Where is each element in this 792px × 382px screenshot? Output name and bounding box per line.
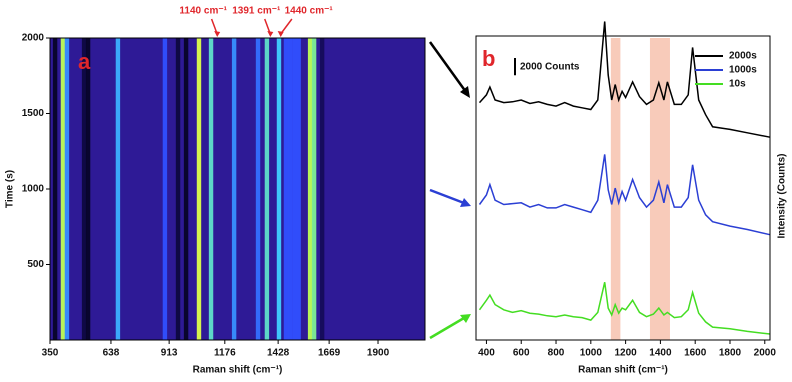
- annotation: 1391 cm⁻¹: [232, 6, 281, 17]
- connector-arrow: [429, 188, 465, 205]
- panel-label: b: [482, 46, 495, 71]
- x-tick-label: 800: [548, 348, 565, 359]
- legend-label: 10s: [729, 79, 746, 90]
- panel-label: a: [78, 49, 91, 74]
- x-axis-label: Raman shift (cm⁻¹): [193, 365, 283, 376]
- x-tick-label: 1900: [367, 348, 390, 359]
- y-tick-label: 1000: [22, 184, 45, 195]
- heatmap-stripe: [264, 38, 270, 340]
- arrow-head: [267, 31, 274, 37]
- heatmap-stripe: [81, 38, 87, 340]
- x-tick-label: 350: [42, 348, 59, 359]
- heatmap-stripe: [196, 38, 202, 340]
- x-tick-label: 1800: [719, 348, 742, 359]
- spectrum-line: [478, 282, 771, 335]
- heatmap-stripe: [52, 38, 58, 340]
- spectrum-line: [478, 154, 771, 236]
- heatmap-stripe: [183, 38, 189, 340]
- plot-frame: [475, 35, 771, 341]
- y-axis-label: Intensity (Counts): [777, 154, 788, 239]
- heatmap-stripe: [231, 38, 237, 340]
- x-axis-label: Raman shift (cm⁻¹): [578, 365, 668, 376]
- x-tick-label: 1000: [580, 348, 603, 359]
- connector-arrows: [428, 41, 471, 340]
- annotation-arrow: [280, 18, 293, 35]
- x-tick-label: 913: [161, 348, 178, 359]
- annotation: 1440 cm⁻¹: [285, 6, 334, 17]
- x-tick-label: 1669: [318, 348, 341, 359]
- arrow-head: [460, 86, 470, 98]
- x-tick-label: 1400: [649, 348, 672, 359]
- heatmap-stripe: [85, 38, 91, 340]
- y-axis-label: Time (s): [5, 170, 16, 208]
- x-tick-label: 1200: [614, 348, 637, 359]
- y-tick-label: 2000: [22, 33, 45, 44]
- arrow-head: [460, 198, 471, 207]
- scale-bar-label: 2000 Counts: [520, 61, 580, 72]
- x-tick-label: 600: [513, 348, 530, 359]
- legend-label: 1000s: [729, 65, 757, 76]
- heatmap-stripe: [115, 38, 121, 340]
- heatmap-stripe: [255, 38, 261, 340]
- arrow-head: [460, 314, 471, 323]
- heatmap-stripe: [175, 38, 181, 340]
- heatmap-stripe: [162, 38, 168, 340]
- heatmap-stripe: [287, 38, 293, 340]
- x-tick-label: 400: [478, 348, 495, 359]
- heatmap-stripe: [208, 38, 214, 340]
- x-tick-label: 1428: [267, 348, 290, 359]
- x-tick-label: 2000: [754, 348, 777, 359]
- heatmap-stripe: [276, 38, 282, 340]
- x-tick-label: 1600: [684, 348, 707, 359]
- connector-arrow: [429, 316, 465, 340]
- heatmap-stripe: [307, 38, 313, 340]
- x-tick-label: 1176: [214, 348, 236, 359]
- y-tick-label: 1500: [22, 108, 45, 119]
- heatmap-stripe: [60, 38, 66, 340]
- spectrum-line: [478, 21, 771, 138]
- heatmap-stripe: [296, 38, 301, 340]
- x-tick-label: 638: [103, 348, 120, 359]
- heatmap-stripe: [283, 38, 289, 340]
- heatmap-stripe: [311, 38, 317, 340]
- arrow-head: [277, 31, 284, 37]
- heatmap-stripe: [64, 38, 70, 340]
- legend-label: 2000s: [729, 51, 757, 62]
- heatmap-stripe: [292, 38, 297, 340]
- heatmap-stripe: [319, 38, 325, 340]
- heatmap-background: [50, 38, 425, 340]
- y-tick-label: 500: [27, 259, 44, 270]
- connector-arrow: [428, 41, 468, 93]
- annotation: 1140 cm⁻¹: [179, 6, 227, 17]
- arrow-head: [214, 31, 221, 37]
